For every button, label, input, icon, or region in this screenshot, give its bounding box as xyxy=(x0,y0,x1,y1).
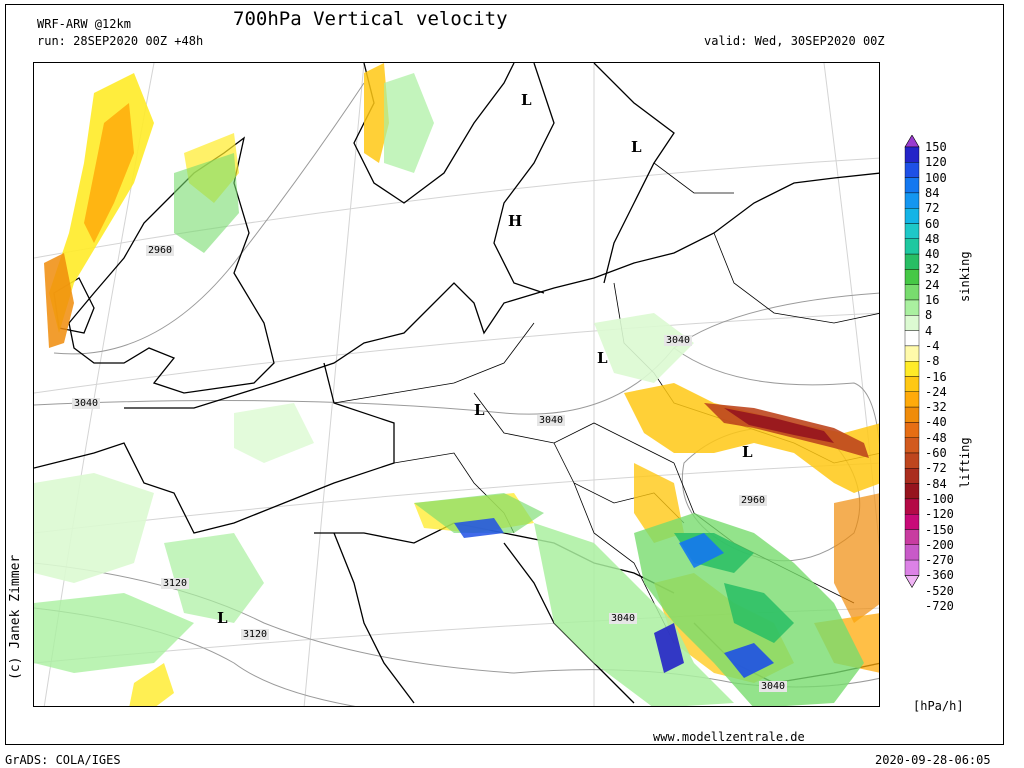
legend-level-label: -720 xyxy=(925,599,954,613)
map-title: 700hPa Vertical velocity xyxy=(233,8,508,30)
legend-swatch xyxy=(904,330,920,347)
legend-level-label: -72 xyxy=(925,461,947,476)
legend-level-label: -24 xyxy=(925,384,947,399)
low-pressure-marker: L xyxy=(742,443,753,461)
legend-level-label: 120 xyxy=(925,155,947,170)
legend-colorbar xyxy=(904,135,920,588)
legend-swatch xyxy=(904,207,920,224)
legend-level-label: 40 xyxy=(925,247,940,262)
legend-swatch xyxy=(904,315,920,331)
legend-swatch xyxy=(904,437,920,454)
legend-level-label: -120 xyxy=(925,507,954,522)
legend-level-label: -100 xyxy=(925,491,954,506)
legend-swatch xyxy=(904,360,920,377)
legend-swatch xyxy=(904,162,920,178)
legend-level-label: -16 xyxy=(925,369,947,384)
contour-label: 2960 xyxy=(146,245,175,256)
legend-level-label: 4 xyxy=(925,323,933,338)
contour-label: 3040 xyxy=(537,415,566,426)
low-pressure-marker: L xyxy=(217,609,228,627)
legend-level-label: 32 xyxy=(925,262,940,277)
legend-swatch xyxy=(904,146,920,163)
legend-swatch xyxy=(904,422,920,438)
figure-frame xyxy=(5,4,1004,745)
legend-swatch xyxy=(904,135,920,148)
legend-level-label: 60 xyxy=(925,216,940,231)
high-pressure-marker: H xyxy=(508,212,523,230)
legend-level-label: -84 xyxy=(925,476,947,491)
legend-level-label: 24 xyxy=(925,277,940,292)
legend-level-label: -60 xyxy=(925,446,947,460)
legend-swatch xyxy=(904,299,920,316)
weather-map: L L H L L L L 2960 3040 3040 3040 2960 3… xyxy=(33,62,880,707)
low-pressure-marker: L xyxy=(521,91,532,109)
legend-level-label: -270 xyxy=(925,553,954,568)
contour-label: 3120 xyxy=(161,578,190,589)
legend-level-label: -48 xyxy=(925,430,947,445)
low-pressure-marker: L xyxy=(474,401,485,419)
sinking-label: sinking xyxy=(958,251,972,302)
legend-level-label: 100 xyxy=(925,170,947,185)
contour-label: 3040 xyxy=(609,613,638,624)
legend-swatch xyxy=(904,391,920,408)
legend-swatch xyxy=(904,345,920,362)
legend-swatch xyxy=(904,238,920,255)
legend-level-label: -360 xyxy=(925,568,954,583)
model-label: WRF-ARW @12km xyxy=(37,17,131,31)
legend-level-label: 16 xyxy=(925,293,940,307)
map-canvas xyxy=(34,63,879,706)
legend-swatch xyxy=(904,559,920,576)
contour-label: 3040 xyxy=(72,398,101,409)
legend-level-label: 84 xyxy=(925,185,940,200)
legend-swatch xyxy=(904,192,920,209)
contour-label: 3120 xyxy=(241,629,270,640)
color-legend: 150 120 100 84 72 60 48 40 32 24 16 8 4 -4 -8 -16 -24 -32… xyxy=(902,135,972,630)
legend-level-label: -40 xyxy=(925,415,947,430)
legend-swatch xyxy=(904,223,920,240)
legend-swatch xyxy=(904,177,920,194)
legend-level-label: 72 xyxy=(925,201,940,216)
timestamp-label: 2020-09-28-06:05 xyxy=(875,753,991,767)
legend-level-label: -200 xyxy=(925,537,954,552)
copyright-label: (c) Janek Zimmer xyxy=(8,554,23,680)
legend-swatch xyxy=(904,468,920,484)
legend-swatch xyxy=(904,376,920,393)
legend-level-label: 48 xyxy=(925,231,940,246)
legend-level-label: -150 xyxy=(925,522,954,537)
legend-swatch xyxy=(904,483,920,500)
low-pressure-marker: L xyxy=(597,349,608,367)
contour-label: 2960 xyxy=(739,495,768,506)
sinking-areas xyxy=(34,73,864,706)
legend-level-label: -8 xyxy=(925,354,940,369)
low-pressure-marker: L xyxy=(631,138,642,156)
legend-swatch xyxy=(904,253,920,270)
contour-label: 3040 xyxy=(664,335,693,346)
legend-level-label: -4 xyxy=(925,338,940,353)
legend-swatch xyxy=(904,529,920,546)
software-credit: GrADS: COLA/IGES xyxy=(5,753,121,767)
website-label: www.modellzentrale.de xyxy=(653,730,805,744)
legend-swatch xyxy=(904,452,920,469)
legend-level-label: 8 xyxy=(925,308,933,323)
legend-swatch xyxy=(904,269,920,285)
legend-level-label: -32 xyxy=(925,400,947,415)
contour-label: 3040 xyxy=(759,681,788,692)
legend-swatch xyxy=(904,544,920,561)
legend-swatch xyxy=(904,406,920,423)
legend-swatch xyxy=(904,284,920,301)
unit-label: [hPa/h] xyxy=(913,699,964,713)
legend-level-label: -520 xyxy=(925,583,954,598)
legend-level-label: 150 xyxy=(925,140,947,154)
valid-time-label: valid: Wed, 30SEP2020 00Z xyxy=(704,34,885,48)
lifting-label: lifting xyxy=(958,437,972,488)
legend-swatch xyxy=(904,498,920,515)
legend-swatch xyxy=(904,514,920,530)
run-label: run: 28SEP2020 00Z +48h xyxy=(37,34,204,48)
legend-swatch xyxy=(904,575,920,588)
